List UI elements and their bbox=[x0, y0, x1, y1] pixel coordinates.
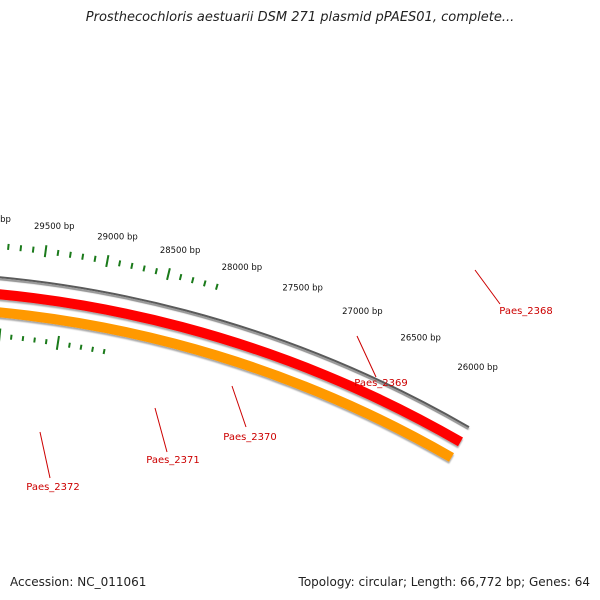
outer-major-tick bbox=[105, 254, 110, 268]
scale-tick-label: 26000 bp bbox=[457, 363, 498, 373]
gene-leader-line bbox=[231, 385, 247, 428]
inner-minor-tick bbox=[68, 342, 71, 348]
backbone-inner-line bbox=[0, 278, 469, 430]
gene-leader-line bbox=[474, 269, 501, 305]
outer-minor-tick bbox=[178, 273, 183, 281]
inner-minor-tick bbox=[79, 344, 83, 350]
inner-minor-tick bbox=[91, 346, 94, 352]
inner-minor-tick bbox=[21, 335, 25, 342]
inner-minor-tick bbox=[9, 334, 13, 340]
gene-label: Paes_2370 bbox=[223, 432, 277, 443]
accession-label: Accession: NC_011061 bbox=[10, 575, 147, 589]
leader-layer bbox=[39, 269, 501, 479]
scale-tick-label: 29500 bp bbox=[34, 222, 75, 232]
scale-tick-label: 26500 bp bbox=[400, 333, 441, 343]
outer-minor-tick bbox=[93, 255, 97, 262]
outer-minor-tick bbox=[81, 253, 85, 260]
scale-tick-label: 27500 bp bbox=[282, 283, 323, 293]
scale-tick-label: 27000 bp bbox=[342, 307, 383, 317]
outer-minor-tick bbox=[190, 277, 195, 284]
summary-label: Topology: circular; Length: 66,772 bp; G… bbox=[298, 575, 590, 589]
outer-major-tick bbox=[166, 267, 171, 281]
inner-scale-ticks bbox=[0, 328, 106, 355]
gene-label: Paes_2369 bbox=[354, 378, 408, 389]
outer-minor-tick bbox=[31, 246, 35, 253]
inner-minor-tick bbox=[44, 339, 48, 345]
inner-minor-tick bbox=[33, 337, 36, 343]
map-title: Prosthecochloris aestuarii DSM 271 plasm… bbox=[85, 10, 515, 25]
outer-minor-tick bbox=[68, 251, 72, 258]
outer-minor-tick bbox=[130, 262, 134, 269]
outer-minor-tick bbox=[56, 249, 60, 257]
outer-minor-tick bbox=[203, 280, 207, 287]
outer-minor-tick bbox=[142, 265, 146, 272]
gene-label: Paes_2368 bbox=[499, 306, 553, 317]
label-layer: 26000 bp 26500 bp 27000 bp 27500 bp 28000 bp… bbox=[0, 215, 553, 493]
scale-tick-label: 28500 bp bbox=[160, 246, 201, 256]
scale-tick-label: 28000 bp bbox=[222, 263, 263, 273]
scale-tick-label: 30000 bp bbox=[0, 215, 11, 225]
gene-leader-line bbox=[154, 407, 168, 453]
outer-minor-tick bbox=[215, 283, 219, 290]
inner-minor-tick bbox=[102, 348, 106, 355]
gene-label: Paes_2371 bbox=[146, 455, 200, 466]
scale-tick-label: 29000 bp bbox=[97, 233, 138, 243]
outer-minor-tick bbox=[118, 260, 122, 267]
backbone-outer-line bbox=[0, 276, 470, 428]
outer-major-tick bbox=[43, 245, 48, 258]
gene-leader-line bbox=[39, 431, 51, 479]
outer-minor-tick bbox=[7, 243, 10, 250]
inner-major-tick bbox=[55, 335, 60, 350]
outer-scale-ticks bbox=[7, 243, 219, 290]
gene-label: Paes_2372 bbox=[26, 482, 80, 493]
backbone-layer bbox=[0, 276, 470, 430]
outer-minor-tick bbox=[154, 268, 158, 275]
outer-minor-tick bbox=[19, 245, 23, 252]
gene-leader-line bbox=[356, 335, 377, 378]
